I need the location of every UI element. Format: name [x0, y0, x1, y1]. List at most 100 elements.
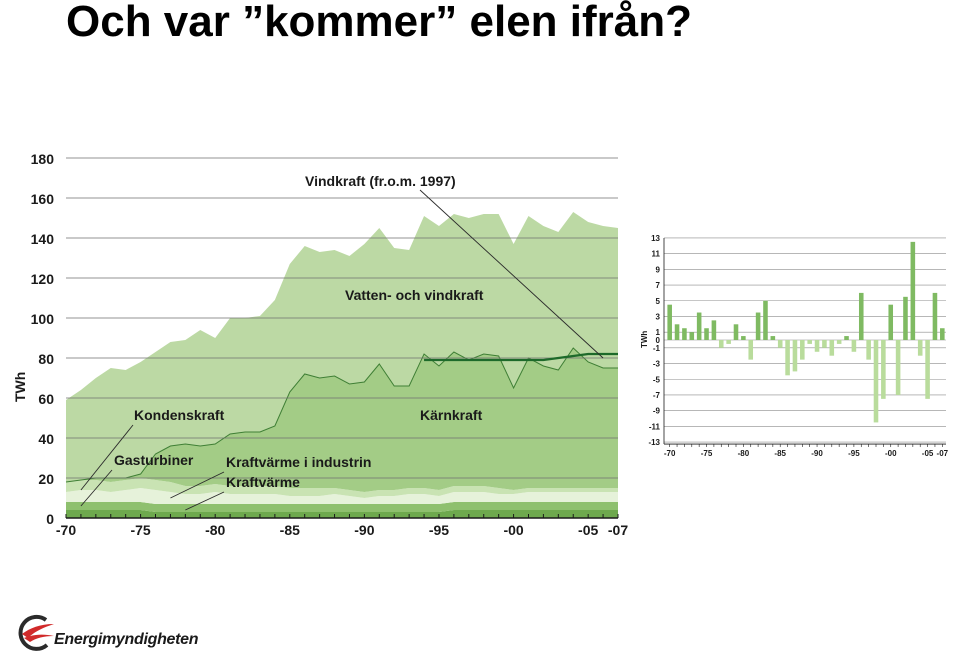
bar [844, 336, 849, 340]
x-tick-label: -80 [205, 522, 225, 538]
x-tick-label: -95 [429, 522, 449, 538]
y-tick-label: 80 [38, 351, 54, 367]
area-nuclear [66, 348, 618, 492]
bar [800, 340, 805, 360]
gridlines [664, 237, 946, 443]
bar [888, 304, 894, 340]
bar [881, 340, 886, 399]
y-tick-label: 100 [31, 311, 55, 327]
x-tick-label: -90 [354, 522, 374, 538]
leader-condensing [80, 424, 134, 491]
bar [932, 292, 938, 340]
y-tick-label: 60 [38, 391, 54, 407]
x-tick-label: -70 [56, 522, 76, 538]
area-condensing [66, 478, 618, 498]
slide-title: Och var ”kommer” elen ifrån? [66, 0, 692, 46]
y-tick-label: -7 [653, 391, 661, 400]
leader-gas-turbines [80, 469, 113, 507]
x-tick-label: -00 [885, 449, 897, 458]
bars [667, 241, 945, 423]
y-tick-label: 140 [31, 231, 55, 247]
y-tick-label: -9 [653, 407, 661, 416]
x-tick-label: -95 [848, 449, 860, 458]
x-tick-label: -05 [578, 522, 598, 538]
bar [858, 292, 864, 340]
bar [748, 340, 754, 360]
x-tick-label: -70 [664, 449, 676, 458]
y-tick-label: 180 [31, 151, 55, 167]
x-tick-label: -90 [811, 449, 823, 458]
y-tick-label: -11 [649, 422, 661, 431]
label-wind: Vindkraft (fr.o.m. 1997) [305, 173, 456, 189]
annual-difference-bar-chart: 13 11 9 7 5 3 10-1 -3 -5 -7 -9 -11 -13 -70 -75 -80 -85 -9… [640, 234, 949, 458]
y-tick-label: 120 [31, 271, 55, 287]
label-nuclear: Kärnkraft [420, 407, 483, 423]
bar [873, 340, 879, 423]
bar [785, 340, 790, 376]
logo-swoosh-red-2 [24, 634, 54, 642]
bar [741, 336, 746, 340]
bar [940, 328, 945, 340]
main-area-chart: 0 20 40 60 80 100 120 140 160 180 -70 -75 -80 -85 -90 -… [0, 142, 640, 547]
label-condensing: Kondenskraft [134, 407, 225, 423]
energimyndigheten-logo [18, 614, 54, 651]
bar [674, 324, 680, 340]
bar [866, 340, 871, 360]
x-tick-label: -07 [608, 522, 628, 538]
y-axis-label: TWh [12, 372, 28, 402]
bar [682, 328, 687, 340]
x-tick-label: -00 [503, 522, 523, 538]
y-tick-label: 1 [656, 328, 661, 337]
y-tick-label: 7 [656, 281, 661, 290]
bar [696, 312, 702, 340]
bar [770, 336, 776, 340]
y-tick-label: -5 [653, 375, 661, 384]
logo-swoosh-red [22, 624, 54, 638]
y-tick-label: -3 [653, 360, 661, 369]
y-tick-label: 0 [46, 511, 54, 527]
label-hydro-wind: Vatten- och vindkraft [345, 287, 484, 303]
bar [910, 241, 916, 340]
bar [726, 340, 731, 344]
axes: 0 20 40 60 80 100 120 140 160 180 -70 -75 -80 -85 -90 -… [31, 151, 629, 538]
delta-y-axis-label: TWh [640, 331, 649, 348]
y-tick-label: 3 [656, 312, 661, 321]
stacked-areas [65, 212, 618, 518]
wind-series-line [424, 352, 618, 362]
leader-chp [185, 491, 225, 511]
bar [851, 340, 857, 352]
label-leader-lines [80, 189, 604, 511]
bar [689, 332, 695, 340]
y-tick-label: -13 [648, 438, 660, 447]
bar [704, 328, 709, 340]
y-tick-label: -1 [653, 344, 661, 353]
bar [667, 304, 672, 340]
leader-wind [419, 189, 604, 359]
bar [917, 340, 923, 356]
bar [777, 340, 783, 348]
wind-line [424, 352, 618, 362]
gridlines [66, 157, 618, 479]
bar [836, 340, 842, 344]
bar [895, 340, 901, 395]
bar [733, 324, 739, 340]
y-tick-label: 11 [652, 250, 661, 259]
logo-wordmark: Energimyndigheten [54, 631, 199, 648]
x-tick-label: -07 [937, 449, 949, 458]
bar [792, 340, 798, 372]
label-gas-turbines: Gasturbiner [114, 452, 194, 468]
x-tick-label: -85 [774, 449, 786, 458]
y-tick-label: 20 [38, 471, 54, 487]
y-tick-label: 9 [656, 265, 661, 274]
area-industrial_chp [66, 502, 618, 512]
bar [718, 340, 724, 348]
bar [755, 312, 761, 340]
leader-industrial-chp [170, 471, 225, 499]
bar [807, 340, 812, 344]
y-tick-label: 0 [656, 336, 661, 345]
y-tick-label: 5 [656, 297, 661, 306]
bar [814, 340, 820, 352]
label-chp: Kraftvärme [226, 474, 300, 490]
bar [711, 320, 717, 340]
